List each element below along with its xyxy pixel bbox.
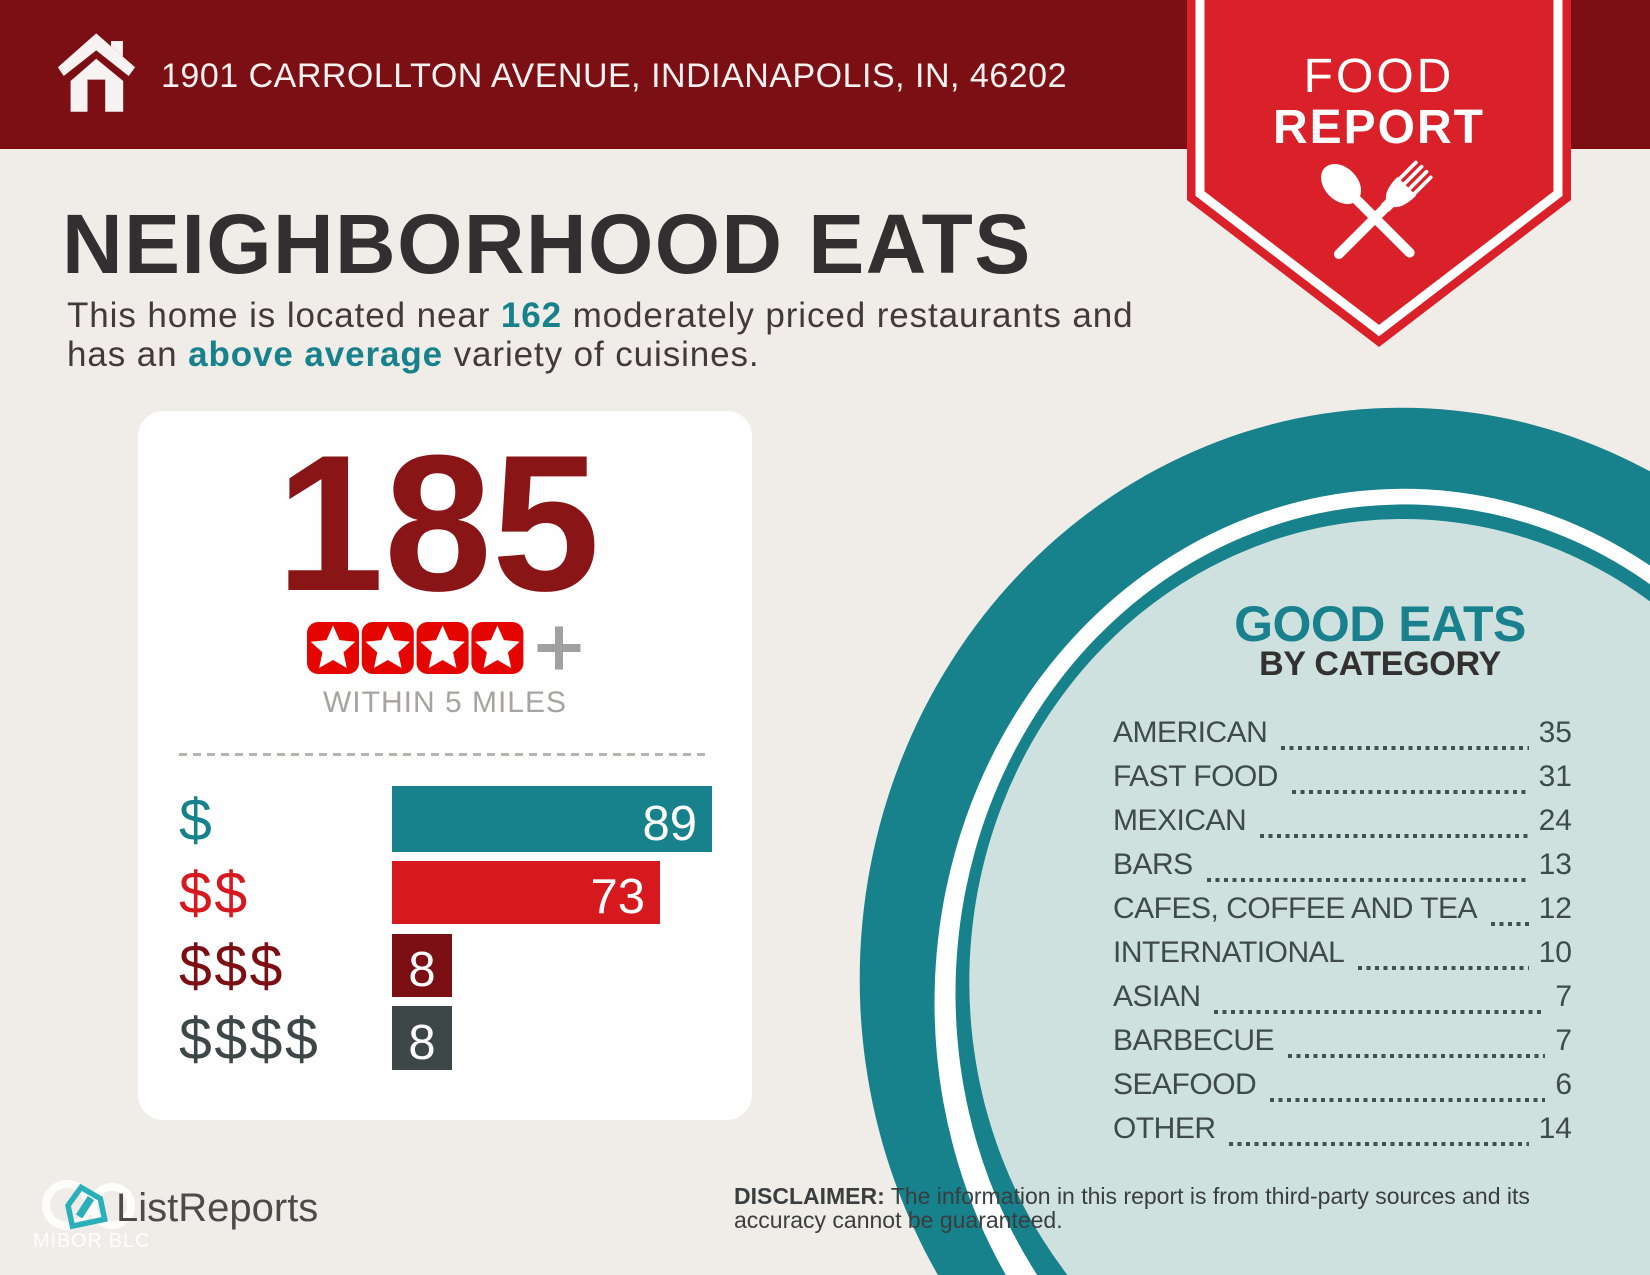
svg-text:ListReports: ListReports bbox=[116, 1186, 318, 1230]
svg-text:FOOD: FOOD bbox=[1304, 50, 1455, 103]
svg-text:MIBOR BLC: MIBOR BLC bbox=[33, 1230, 150, 1252]
svg-text:REPORT: REPORT bbox=[1273, 101, 1485, 154]
